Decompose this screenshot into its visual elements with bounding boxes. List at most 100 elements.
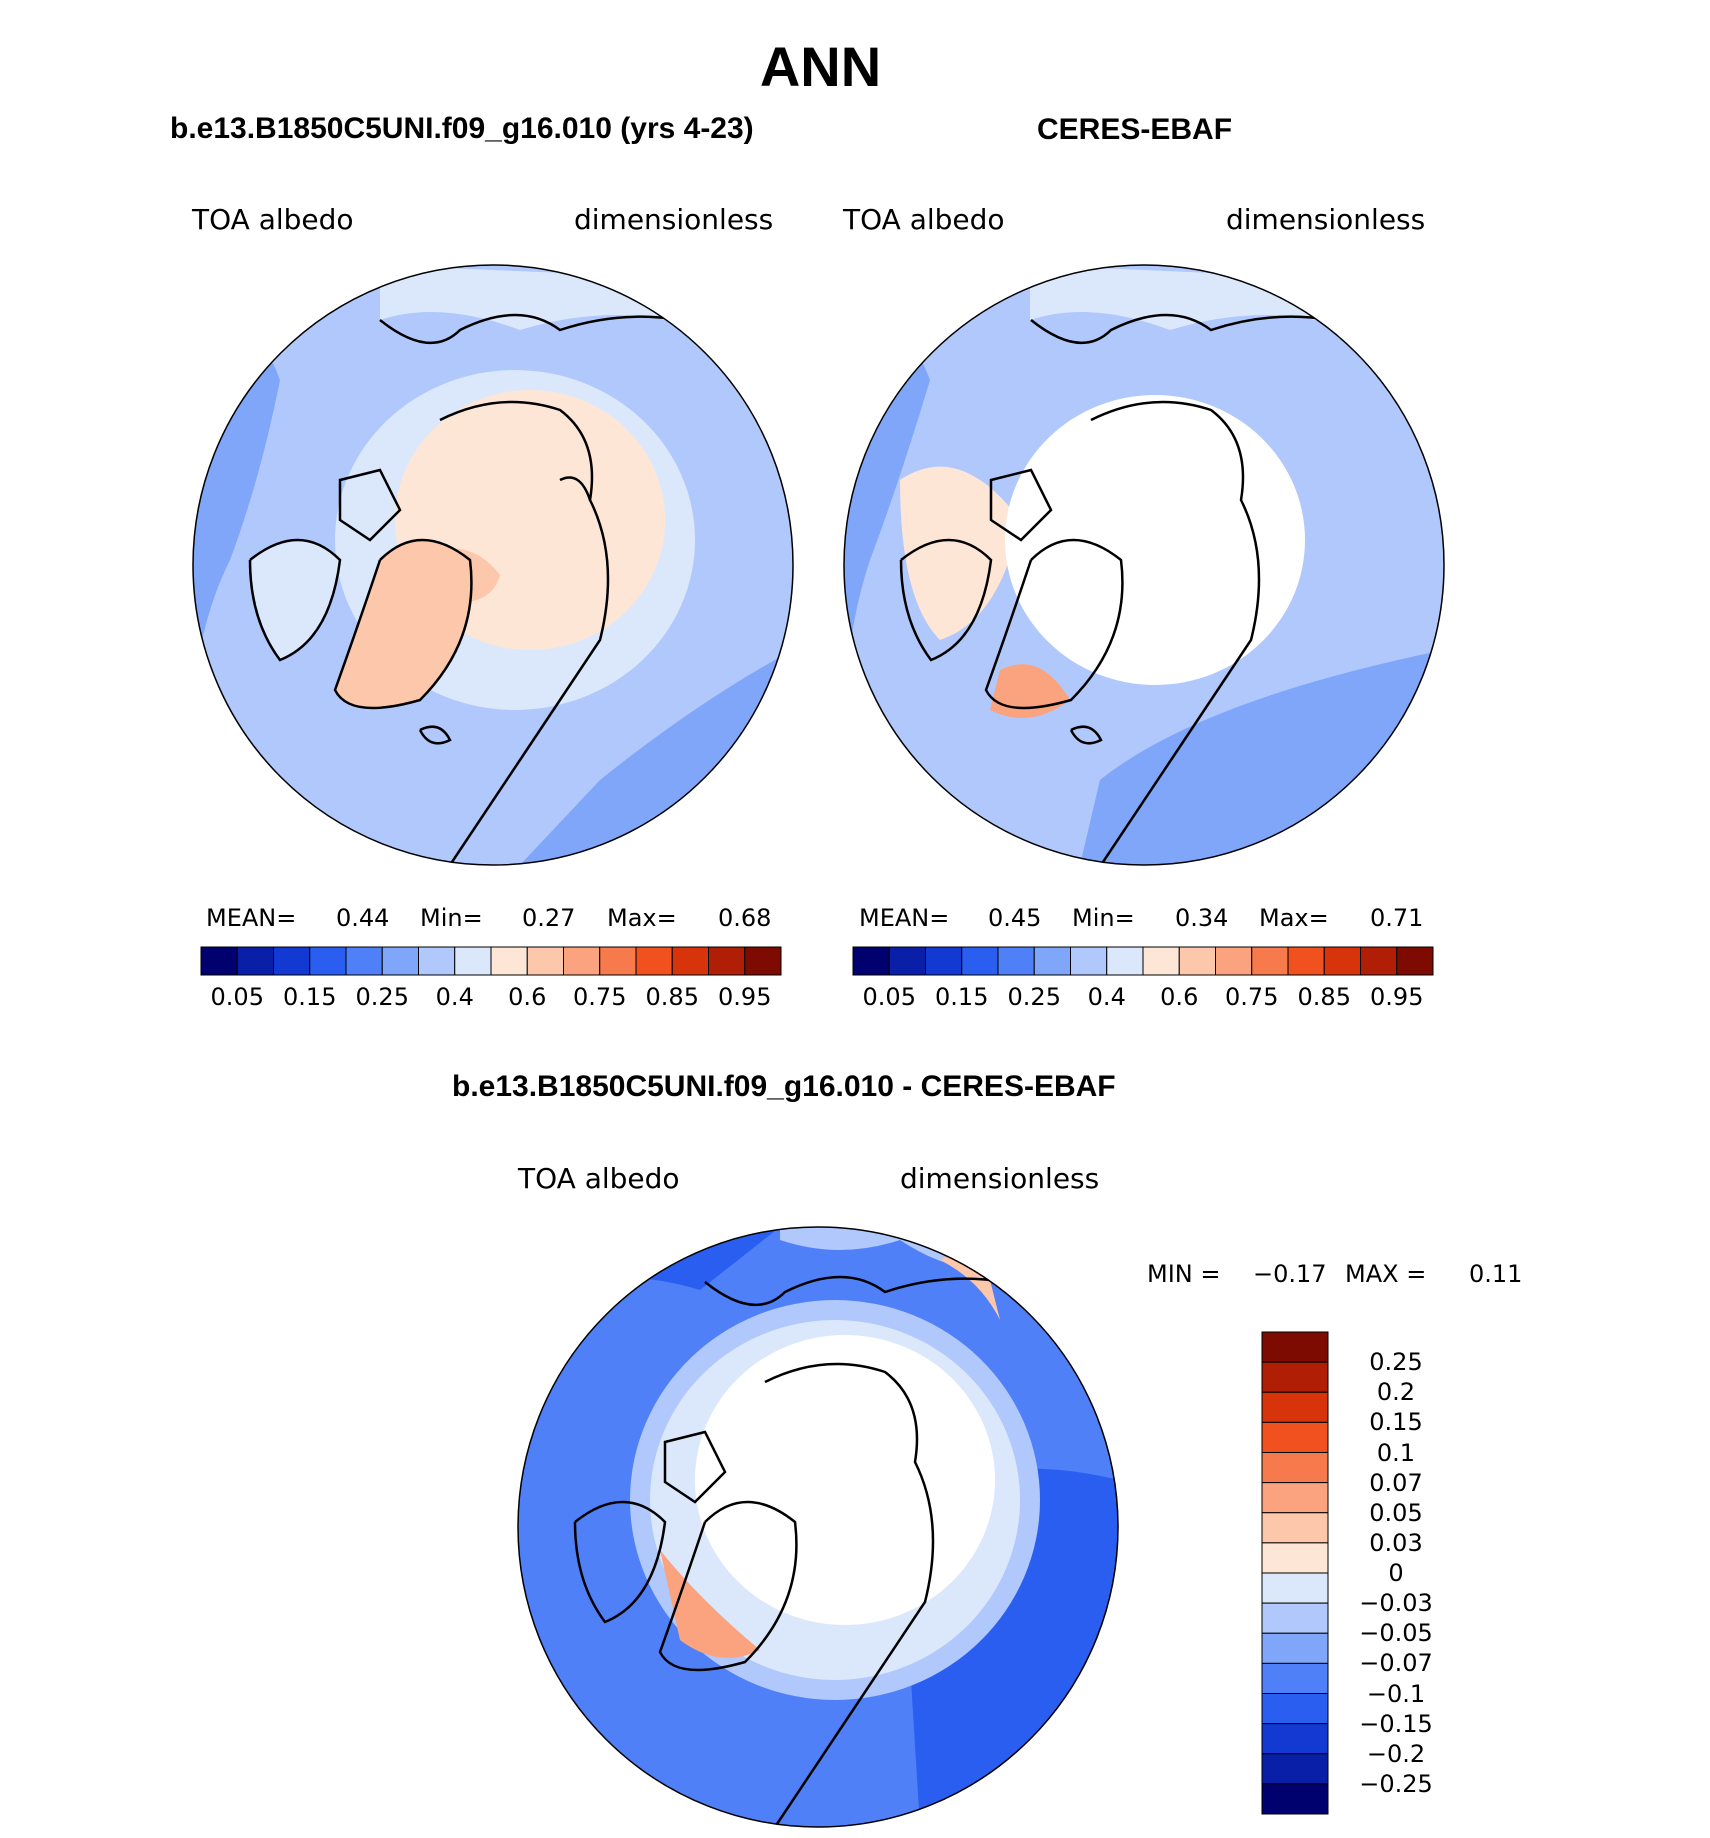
colorbar-tick-label: 0.85	[1297, 983, 1351, 1011]
panel1-title: b.e13.B1850C5UNI.f09_g16.010 (yrs 4-23)	[170, 112, 754, 145]
colorbar-swatch	[1215, 946, 1253, 976]
colorbar-swatch	[1261, 1391, 1329, 1423]
panel3-title: b.e13.B1850C5UNI.f09_g16.010 - CERES-EBA…	[452, 1070, 1116, 1103]
panel2-max-value: 0.71	[1370, 904, 1424, 932]
colorbar-tick-label: 0.07	[1369, 1468, 1423, 1497]
colorbar-swatch	[200, 946, 238, 976]
panel1-min-value: 0.27	[522, 904, 576, 932]
colorbar-tick-label: −0.15	[1359, 1709, 1433, 1738]
panel1-min-label: Min=	[420, 904, 483, 932]
colorbar-swatch	[744, 946, 782, 976]
colorbar-swatch	[1396, 946, 1434, 976]
panel2-title: CERES-EBAF	[1037, 113, 1233, 146]
colorbar-swatch	[1261, 1421, 1329, 1453]
colorbar-swatch	[1251, 946, 1289, 976]
colorbar-tick-label: 0.75	[1225, 983, 1279, 1011]
colorbar-swatch	[1261, 1361, 1329, 1393]
colorbar-tick-label: 0.03	[1369, 1528, 1423, 1557]
colorbar-tick-label: 0.25	[355, 983, 409, 1011]
panel2-variable: TOA albedo	[843, 203, 1005, 236]
colorbar-swatch	[1261, 1331, 1329, 1363]
colorbar-tick-label: −0.03	[1359, 1589, 1433, 1618]
colorbar-swatch	[1261, 1602, 1329, 1634]
colorbar-tick-label: 0.6	[1160, 983, 1199, 1011]
panel3-max-value: 0.11	[1469, 1260, 1523, 1288]
colorbar-tick-label: 0.05	[862, 983, 916, 1011]
colorbar-swatch	[708, 946, 746, 976]
panel3-variable: TOA albedo	[518, 1162, 680, 1195]
colorbar-swatch	[635, 946, 673, 976]
colorbar-tick-label: −0.05	[1359, 1619, 1433, 1648]
colorbar-observations	[852, 946, 1434, 976]
panel3-min-value: −0.17	[1253, 1260, 1327, 1288]
colorbar-swatch	[888, 946, 926, 976]
colorbar-swatch	[1261, 1632, 1329, 1664]
colorbar-swatch	[1261, 1662, 1329, 1694]
panel2-mean-label: MEAN=	[859, 904, 950, 932]
panel1-variable: TOA albedo	[192, 203, 354, 236]
colorbar-swatch	[925, 946, 963, 976]
panel2-units: dimensionless	[1226, 203, 1426, 236]
panel3-min-label: MIN =	[1147, 1260, 1221, 1288]
colorbar-swatch	[1261, 1542, 1329, 1574]
panel1-mean-label: MEAN=	[206, 904, 297, 932]
colorbar-tick-label: 0.15	[935, 983, 989, 1011]
colorbar-swatch	[1033, 946, 1071, 976]
colorbar-tick-label: −0.1	[1366, 1679, 1426, 1708]
colorbar-tick-label: 0.95	[718, 983, 772, 1011]
colorbar-swatch	[309, 946, 347, 976]
colorbar-tick-label: 0.95	[1370, 983, 1424, 1011]
colorbar-tick-label: −0.07	[1359, 1649, 1433, 1678]
colorbar-model	[200, 946, 782, 976]
colorbar-swatch	[1360, 946, 1398, 976]
panel1-mean-value: 0.44	[336, 904, 390, 932]
panel2-min-value: 0.34	[1175, 904, 1229, 932]
colorbar-swatch	[1261, 1572, 1329, 1604]
map-observations	[843, 264, 1445, 866]
colorbar-tick-label: 0	[1388, 1559, 1404, 1587]
colorbar-swatch	[526, 946, 564, 976]
colorbar-swatch	[1261, 1512, 1329, 1544]
colorbar-swatch	[1261, 1452, 1329, 1484]
colorbar-tick-label: 0.4	[1087, 983, 1126, 1011]
map-difference	[517, 1226, 1119, 1828]
colorbar-swatch	[1142, 946, 1180, 976]
colorbar-swatch	[381, 946, 419, 976]
panel3-max-label: MAX =	[1345, 1260, 1427, 1288]
colorbar-tick-label: 0.25	[1369, 1348, 1423, 1377]
colorbar-tick-label: 0.75	[573, 983, 627, 1011]
colorbar-swatch	[671, 946, 709, 976]
colorbar-swatch	[490, 946, 528, 976]
colorbar-swatch	[1261, 1753, 1329, 1785]
colorbar-swatch	[1261, 1693, 1329, 1725]
colorbar-tick-label: −0.25	[1359, 1769, 1433, 1798]
panel2-max-label: Max=	[1259, 904, 1329, 932]
colorbar-tick-label: 0.05	[210, 983, 264, 1011]
colorbar-swatch	[1261, 1482, 1329, 1514]
colorbar-swatch	[997, 946, 1035, 976]
colorbar-swatch	[273, 946, 311, 976]
colorbar-swatch	[418, 946, 456, 976]
colorbar-difference	[1261, 1331, 1329, 1815]
colorbar-swatch	[1261, 1723, 1329, 1755]
panel1-units: dimensionless	[574, 203, 774, 236]
colorbar-tick-label: −0.2	[1366, 1739, 1426, 1768]
panel2-mean-value: 0.45	[988, 904, 1042, 932]
colorbar-swatch	[1287, 946, 1325, 976]
colorbar-swatch	[236, 946, 274, 976]
colorbar-tick-label: 0.1	[1376, 1438, 1416, 1467]
colorbar-swatch	[1106, 946, 1144, 976]
colorbar-swatch	[1178, 946, 1216, 976]
colorbar-swatch	[454, 946, 492, 976]
colorbar-swatch	[961, 946, 999, 976]
panel2-min-label: Min=	[1072, 904, 1135, 932]
colorbar-tick-label: 0.2	[1376, 1378, 1416, 1407]
colorbar-swatch	[563, 946, 601, 976]
colorbar-tick-label: 0.85	[645, 983, 699, 1011]
colorbar-tick-label: 0.4	[435, 983, 474, 1011]
panel1-max-value: 0.68	[718, 904, 772, 932]
map-model	[192, 264, 794, 866]
colorbar-tick-label: 0.15	[1369, 1408, 1423, 1437]
colorbar-swatch	[1323, 946, 1361, 976]
colorbar-tick-label: 0.15	[283, 983, 337, 1011]
